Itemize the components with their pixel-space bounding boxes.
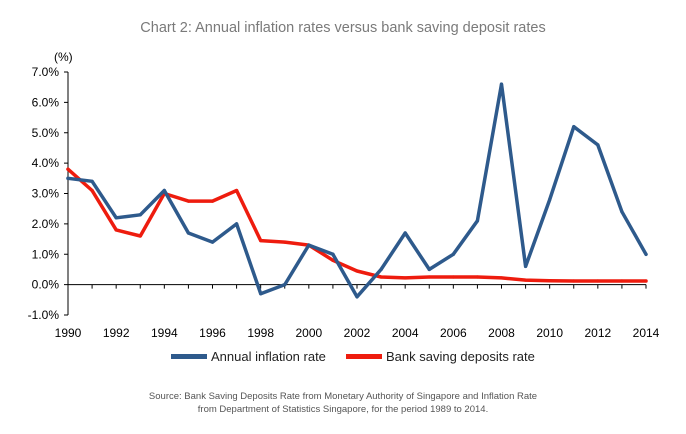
deposit-point [331,258,335,262]
inflation-point [403,231,407,235]
source-note: Source: Bank Saving Deposits Rate from M… [0,390,686,416]
legend-swatch-inflation [171,354,207,359]
legend-item-inflation: Annual inflation rate [171,349,326,364]
y-axis-label: (%) [54,50,73,64]
deposit-point [355,269,359,273]
inflation-point [475,219,480,223]
x-tick-label: 1994 [151,326,178,340]
x-tick-label: 2000 [295,326,322,340]
inflation-point [162,188,166,193]
inflation-point [596,143,600,147]
deposit-point [186,199,191,203]
x-tick-label: 2008 [488,326,515,340]
x-tick-label: 1992 [103,326,130,340]
y-tick-label: 6.0% [32,95,60,109]
inflation-point [572,125,576,129]
deposit-point [427,275,431,279]
y-tick-label: 7.0% [32,65,60,79]
inflation-point [114,216,118,220]
y-tick-label: 0.0% [32,278,60,292]
inflation-point [451,252,455,256]
y-tick-label: -1.0% [28,308,60,322]
inflation-point [548,197,552,202]
chart-title: Chart 2: Annual inflation rates versus b… [140,20,546,36]
deposit-point [403,276,407,280]
y-tick-label: 3.0% [32,187,60,201]
inflation-point [427,267,431,272]
inflation-point [355,295,359,299]
inflation-point [138,213,142,217]
inflation-point [90,179,94,183]
series-layer [66,82,648,299]
legend-label-deposit: Bank saving deposits rate [386,349,535,364]
y-tick-label: 4.0% [32,156,60,170]
inflation-point [499,82,504,86]
deposit-point [620,279,624,283]
legend-swatch-deposit [346,354,382,359]
deposit-rate-line [66,167,648,283]
y-tick-label: 1.0% [32,247,60,261]
axes: -1.0% 0.0% 1.0% 2.0% 3.0% 4.0% 5.0% 6.0% 7.0% 199… [28,65,660,340]
deposit-point [90,188,94,193]
x-tick-label: 2006 [440,326,467,340]
inflation-point [259,292,263,296]
x-tick-label: 2014 [633,326,660,340]
x-tick-label: 2002 [344,326,371,340]
inflation-point [210,240,215,244]
y-tick-label: 2.0% [32,217,60,231]
deposit-point [114,228,118,232]
x-tick-label: 1998 [247,326,274,340]
source-line-2: from Department of Statistics Singapore,… [197,404,489,415]
x-tick-label: 2004 [392,326,419,340]
legend: Annual inflation rate Bank saving deposi… [0,349,686,369]
deposit-point [451,275,455,279]
deposit-point [283,240,287,244]
deposit-point [523,278,528,282]
y-tick-label: 5.0% [32,126,60,140]
legend-item-deposit: Bank saving deposits rate [346,349,535,364]
deposit-point [259,238,263,243]
deposit-point [499,276,504,280]
deposit-point [572,279,576,283]
source-line-1: Source: Bank Saving Deposits Rate from M… [148,391,538,402]
inflation-point [644,252,648,256]
deposit-point [644,279,648,283]
inflation-point [307,243,311,247]
deposit-point [548,279,552,283]
inflation-point [186,231,191,235]
inflation-rate-line [66,82,648,299]
deposit-point [138,234,142,238]
inflation-point [379,267,383,272]
legend-label-inflation: Annual inflation rate [211,349,326,364]
deposit-point [379,275,383,279]
x-tick-label: 1990 [55,326,82,340]
inflation-point [234,222,239,226]
inflation-point [283,283,287,287]
deposit-point [66,167,70,171]
deposit-point [596,279,600,283]
inflation-point [620,210,624,214]
x-tick-label: 1996 [199,326,226,340]
inflation-point [523,264,528,268]
deposit-point [234,188,239,193]
inflation-point [331,252,335,256]
inflation-point [66,176,70,180]
deposit-point [475,275,480,279]
deposit-point [210,199,215,203]
x-tick-label: 2010 [536,326,563,340]
x-tick-label: 2012 [584,326,611,340]
